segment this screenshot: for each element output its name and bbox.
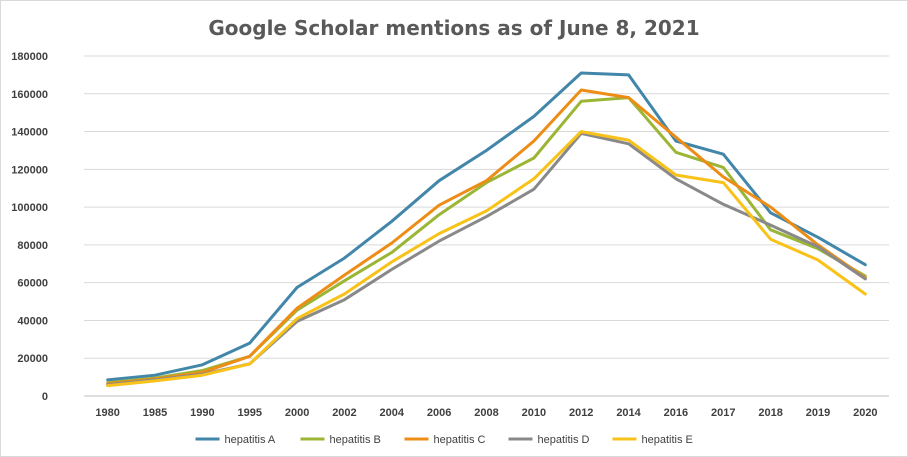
legend-item-hepatitis-e: hepatitis E: [612, 434, 693, 446]
x-tick-label: 2017: [711, 407, 735, 419]
legend-item-hepatitis-d: hepatitis D: [508, 434, 590, 446]
y-tick-label: 100000: [11, 202, 48, 214]
series-line-hepatitis-c: [106, 88, 867, 386]
y-tick-label: 60000: [17, 278, 48, 290]
series-line-hepatitis-d: [106, 131, 867, 387]
legend-item-hepatitis-c: hepatitis C: [404, 434, 486, 446]
y-axis-ticks: 0 20000 40000 60000 80000 100000 120000 140000 1…: [11, 51, 48, 403]
series-lines: [106, 71, 867, 388]
legend-label: hepatitis E: [642, 434, 693, 446]
series-line-hepatitis-b: [106, 96, 867, 385]
legend-label: hepatitis C: [434, 434, 486, 446]
x-tick-label: 1995: [237, 407, 261, 419]
x-tick-label: 2008: [474, 407, 498, 419]
legend-item-hepatitis-b: hepatitis B: [300, 434, 381, 446]
x-tick-label: 2018: [758, 407, 782, 419]
x-tick-label: 2012: [569, 407, 593, 419]
x-tick-label: 2004: [380, 407, 405, 419]
legend: hepatitis A hepatitis B hepatitis C hepatit…: [195, 434, 693, 446]
x-tick-label: 2006: [427, 407, 451, 419]
legend-label: hepatitis B: [330, 434, 381, 446]
y-tick-label: 0: [42, 391, 48, 403]
x-tick-label: 2016: [664, 407, 688, 419]
y-tick-label: 80000: [17, 240, 48, 252]
x-axis-ticks: 1980 1985 1990 1995 2000 2002 2004 2006 2008 2010…: [95, 407, 877, 419]
y-tick-label: 40000: [17, 315, 48, 327]
y-tick-label: 180000: [11, 51, 48, 63]
legend-label: hepatitis A: [225, 434, 276, 446]
x-tick-label: 2010: [522, 407, 546, 419]
y-tick-label: 160000: [11, 89, 48, 101]
x-tick-label: 1985: [143, 407, 167, 419]
x-tick-label: 2014: [616, 407, 641, 419]
x-tick-label: 1990: [190, 407, 214, 419]
y-tick-label: 20000: [17, 353, 48, 365]
x-tick-label: 2000: [285, 407, 309, 419]
x-tick-label: 1980: [95, 407, 119, 419]
x-tick-label: 2019: [806, 407, 830, 419]
series-line-hepatitis-a: [106, 71, 867, 382]
y-tick-label: 140000: [11, 127, 48, 139]
x-tick-label: 2002: [332, 407, 356, 419]
x-tick-label: 2020: [853, 407, 877, 419]
legend-item-hepatitis-a: hepatitis A: [195, 434, 276, 446]
chart-title: Google Scholar mentions as of June 8, 20…: [208, 16, 699, 40]
y-tick-label: 120000: [11, 164, 48, 176]
legend-label: hepatitis D: [538, 434, 590, 446]
series-line-hepatitis-e: [106, 130, 867, 388]
